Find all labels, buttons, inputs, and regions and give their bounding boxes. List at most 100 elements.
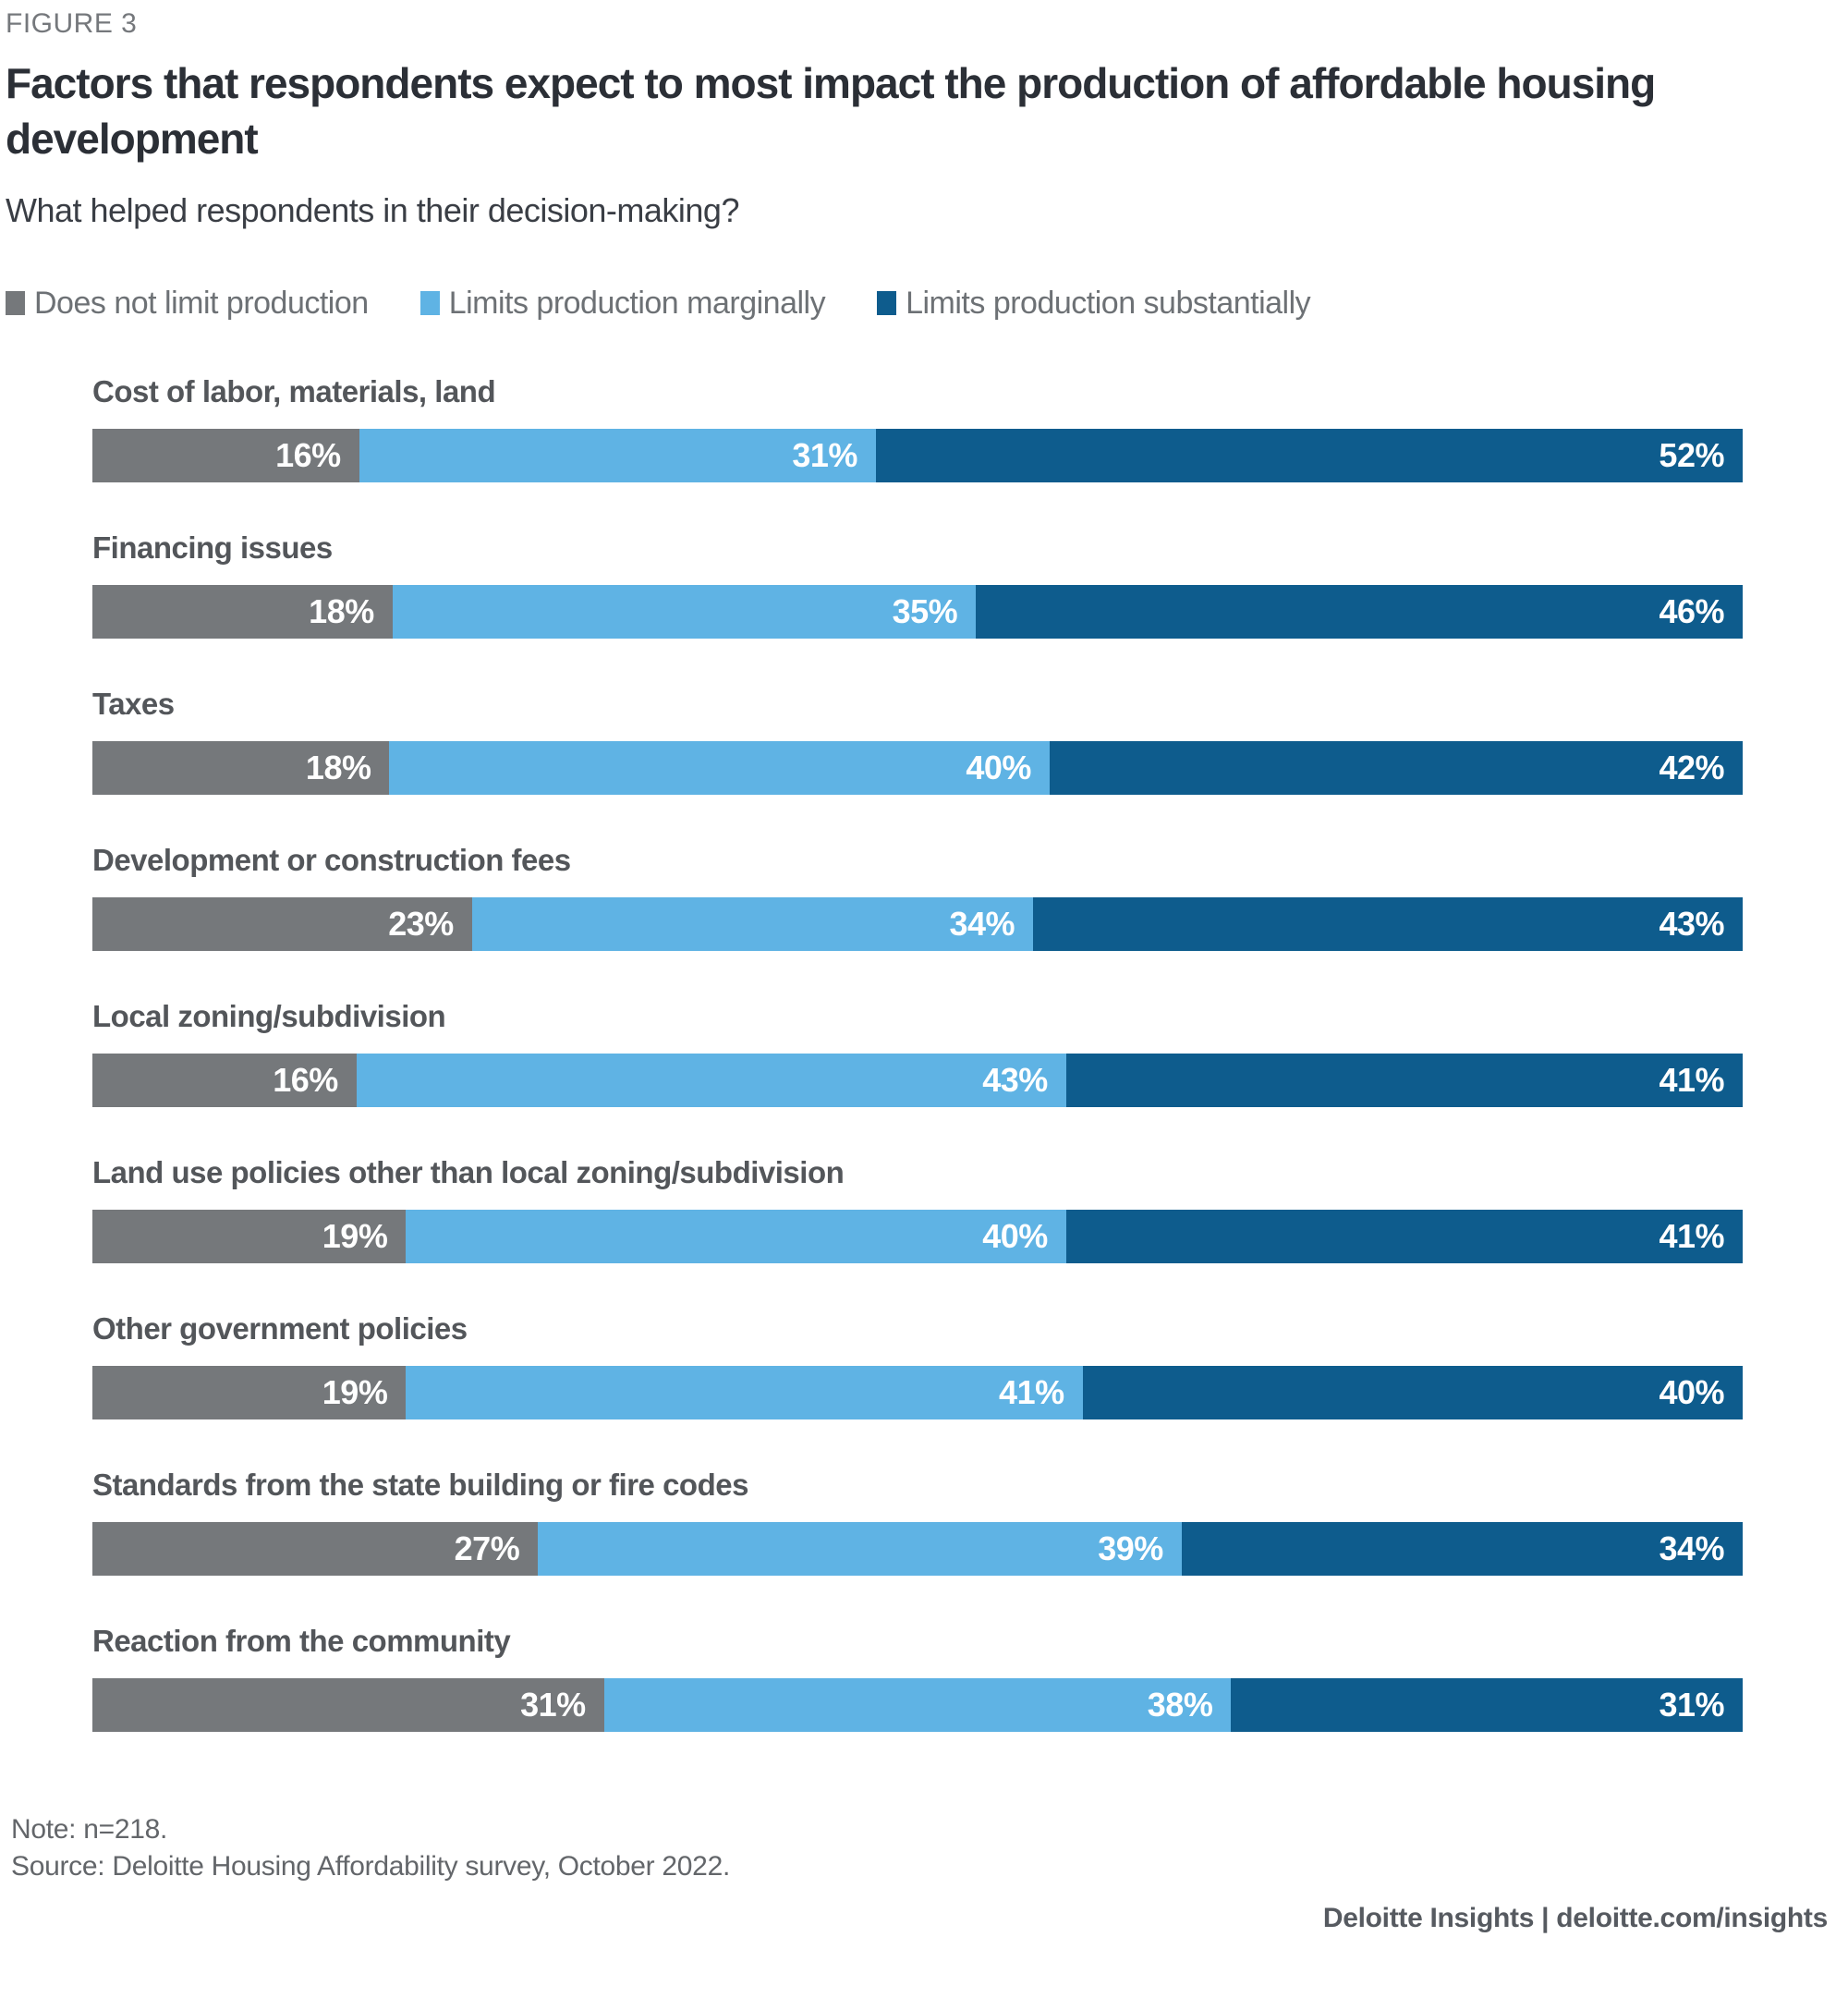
bar-row: Financing issues 18% 35% 46% xyxy=(92,530,1744,639)
bar-track: 16% 31% 52% xyxy=(92,429,1743,482)
bar-value-label: 40% xyxy=(966,749,1031,786)
legend-label: Does not limit production xyxy=(34,285,369,321)
bar-value-label: 41% xyxy=(1659,1061,1725,1099)
bar-segment: 31% xyxy=(92,1678,604,1732)
legend-swatch-icon xyxy=(877,291,897,315)
bar-category-label: Other government policies xyxy=(92,1311,468,1346)
page-subtitle: What helped respondents in their decisio… xyxy=(6,191,739,229)
bar-segment: 41% xyxy=(1065,1054,1744,1107)
bar-row: Land use policies other than local zonin… xyxy=(92,1154,1744,1263)
legend-item: Limits production substantially xyxy=(877,285,1311,322)
bar-category-label: Reaction from the community xyxy=(92,1624,511,1658)
bar-value-label: 46% xyxy=(1659,592,1725,630)
stacked-bar-chart: Cost of labor, materials, land 16% 31% 5… xyxy=(92,373,1744,1732)
bar-value-label: 42% xyxy=(1659,749,1725,786)
legend-label: Limits production substantially xyxy=(906,285,1311,321)
bar-row: Cost of labor, materials, land 16% 31% 5… xyxy=(92,373,1743,482)
bar-value-label: 31% xyxy=(792,436,857,474)
bar-value-label: 16% xyxy=(273,1061,338,1099)
bar-value-label: 34% xyxy=(1659,1529,1724,1567)
bar-value-label: 38% xyxy=(1147,1686,1213,1724)
bar-segment: 43% xyxy=(356,1054,1066,1107)
bar-segment: 34% xyxy=(471,897,1034,951)
bar-segment: 42% xyxy=(1049,741,1744,795)
bar-segment: 19% xyxy=(92,1210,407,1263)
bar-segment: 52% xyxy=(875,429,1743,482)
legend: Does not limit production Limits product… xyxy=(6,285,1848,322)
footer-brand: Deloitte Insights | deloitte.com/insight… xyxy=(1322,1903,1828,1933)
bar-segment: 18% xyxy=(92,741,390,795)
legend-item: Limits production marginally xyxy=(419,285,826,322)
bar-row: Standards from the state building or fir… xyxy=(92,1467,1743,1576)
bar-segment: 16% xyxy=(92,429,359,482)
bar-value-label: 52% xyxy=(1659,436,1724,474)
bar-row: Development or construction fees 23% 34%… xyxy=(92,842,1743,951)
bar-value-label: 18% xyxy=(309,592,374,630)
bar-track: 23% 34% 43% xyxy=(92,897,1743,951)
bar-track: 16% 43% 41% xyxy=(92,1054,1744,1107)
bar-segment: 43% xyxy=(1033,897,1743,951)
bar-track: 18% 40% 42% xyxy=(92,741,1744,795)
bar-row: Reaction from the community 31% 38% 31% xyxy=(92,1623,1743,1732)
figure-label: FIGURE 3 xyxy=(6,8,138,39)
bar-row: Other government policies 19% 41% 40% xyxy=(92,1310,1744,1419)
bar-track: 18% 35% 46% xyxy=(92,585,1744,639)
legend-label: Limits production marginally xyxy=(448,285,826,321)
bar-value-label: 19% xyxy=(322,1373,388,1411)
note-text: Note: n=218. xyxy=(11,1814,168,1845)
bar-segment: 40% xyxy=(406,1210,1066,1263)
bar-value-label: 35% xyxy=(892,592,958,630)
figure-page: FIGURE 3 Factors that respondents expect… xyxy=(6,8,1848,1933)
bar-value-label: 43% xyxy=(1659,905,1724,943)
bar-value-label: 18% xyxy=(305,749,371,786)
bar-value-label: 23% xyxy=(388,905,454,943)
bar-category-label: Development or construction fees xyxy=(92,843,571,877)
source-text: Source: Deloitte Housing Affordability s… xyxy=(11,1851,730,1882)
page-title: Factors that respondents expect to most … xyxy=(6,59,1656,163)
bar-category-label: Taxes xyxy=(92,687,175,721)
bar-row: Local zoning/subdivision 16% 43% 41% xyxy=(92,998,1744,1107)
bar-value-label: 16% xyxy=(275,436,341,474)
bar-segment: 19% xyxy=(92,1366,407,1419)
bar-track: 31% 38% 31% xyxy=(92,1678,1743,1732)
bar-segment: 34% xyxy=(1181,1522,1743,1576)
bar-category-label: Cost of labor, materials, land xyxy=(92,374,496,408)
bar-value-label: 31% xyxy=(1659,1686,1724,1724)
bar-value-label: 43% xyxy=(982,1061,1048,1099)
bar-value-label: 31% xyxy=(520,1686,586,1724)
bar-value-label: 19% xyxy=(322,1217,388,1255)
bar-row: Taxes 18% 40% 42% xyxy=(92,686,1744,795)
legend-swatch-icon xyxy=(419,291,440,315)
bar-value-label: 39% xyxy=(1098,1529,1163,1567)
bar-segment: 38% xyxy=(603,1678,1232,1732)
bar-segment: 18% xyxy=(92,585,393,639)
bar-segment: 41% xyxy=(1065,1210,1744,1263)
notes-block: Note: n=218. Source: Deloitte Housing Af… xyxy=(6,1811,1848,1885)
bar-track: 19% 40% 41% xyxy=(92,1210,1744,1263)
bar-segment: 23% xyxy=(92,897,472,951)
bar-segment: 31% xyxy=(1231,1678,1743,1732)
bar-category-label: Land use policies other than local zonin… xyxy=(92,1155,845,1189)
bar-value-label: 41% xyxy=(1659,1217,1725,1255)
bar-segment: 39% xyxy=(538,1522,1182,1576)
bar-value-label: 27% xyxy=(454,1529,520,1567)
legend-item: Does not limit production xyxy=(6,286,369,322)
bar-category-label: Financing issues xyxy=(92,530,333,565)
bar-value-label: 34% xyxy=(949,905,1015,943)
bar-category-label: Standards from the state building or fir… xyxy=(92,1468,748,1502)
bar-segment: 40% xyxy=(389,741,1050,795)
bar-category-label: Local zoning/subdivision xyxy=(92,999,446,1033)
legend-swatch-icon xyxy=(6,291,25,315)
bar-value-label: 40% xyxy=(982,1217,1048,1255)
bar-value-label: 40% xyxy=(1659,1373,1725,1411)
bar-segment: 16% xyxy=(92,1054,357,1107)
bar-value-label: 41% xyxy=(999,1373,1064,1411)
bar-segment: 41% xyxy=(406,1366,1083,1419)
bar-track: 19% 41% 40% xyxy=(92,1366,1744,1419)
bar-segment: 40% xyxy=(1082,1366,1744,1419)
bar-segment: 46% xyxy=(976,585,1744,639)
bar-segment: 27% xyxy=(92,1522,539,1576)
bar-segment: 31% xyxy=(359,429,876,482)
bar-segment: 35% xyxy=(392,585,977,639)
bar-track: 27% 39% 34% xyxy=(92,1522,1743,1576)
